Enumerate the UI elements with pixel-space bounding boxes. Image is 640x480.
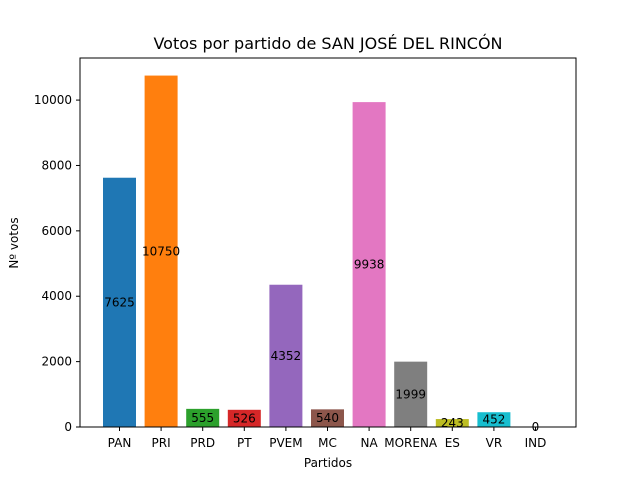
x-tick-label-pri: PRI (152, 436, 171, 450)
bar-pt (227, 409, 261, 427)
bar-prd (186, 408, 220, 427)
x-tick-label-prd: PRD (190, 436, 215, 450)
data-label-pri: 10750 (142, 244, 180, 258)
bar-morena (394, 361, 428, 427)
y-tick-label-2000: 2000 (41, 355, 72, 369)
y-tick-label-8000: 8000 (41, 158, 72, 172)
x-tick-label-morena: MORENA (384, 436, 438, 450)
y-axis: 0 2000 4000 6000 8000 10000 (34, 93, 80, 434)
y-axis-label: Nº votos (7, 217, 21, 268)
x-tick-label-vr: VR (486, 436, 503, 450)
y-tick-label-0: 0 (64, 420, 72, 434)
x-tick-label-es: ES (445, 436, 460, 450)
x-tick-label-ind: IND (525, 436, 547, 450)
chart-title: Votos por partido de SAN JOSÉ DEL RINCÓN (153, 34, 502, 53)
data-label-mc: 540 (316, 411, 339, 425)
x-axis: PAN PRI PRD PT PVEM MC NA MORENA ES VR IND (108, 427, 547, 450)
bar-pri (144, 75, 178, 428)
x-axis-label: Partidos (304, 456, 352, 470)
data-label-prd: 555 (191, 411, 214, 425)
bars-group (103, 75, 511, 428)
bar-mc (311, 409, 344, 427)
bar-na (352, 102, 386, 427)
data-label-vr: 452 (482, 413, 505, 427)
x-tick-label-pan: PAN (108, 436, 132, 450)
data-label-pvem: 4352 (271, 349, 302, 363)
bar-es (435, 419, 469, 427)
y-tick-label-4000: 4000 (41, 289, 72, 303)
x-tick-label-na: NA (361, 436, 379, 450)
bar-vr (477, 412, 511, 427)
bar-pvem (269, 284, 303, 427)
data-label-pan: 7625 (104, 295, 135, 309)
bar-pan (103, 177, 136, 427)
data-label-na: 9938 (354, 258, 385, 272)
y-tick-label-10000: 10000 (34, 93, 72, 107)
data-label-pt: 526 (233, 411, 256, 425)
x-tick-label-mc: MC (318, 436, 337, 450)
y-tick-label-6000: 6000 (41, 224, 72, 238)
data-label-morena: 1999 (395, 387, 426, 401)
x-tick-label-pvem: PVEM (269, 436, 302, 450)
x-tick-label-pt: PT (237, 436, 252, 450)
